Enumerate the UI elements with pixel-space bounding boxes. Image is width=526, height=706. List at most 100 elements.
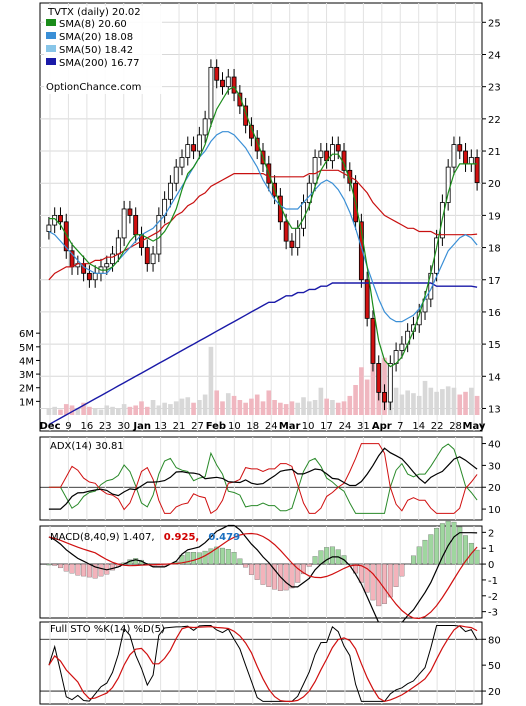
plus-di-line xyxy=(48,443,478,514)
date-tick-label: 21 xyxy=(173,421,186,432)
volume-bar xyxy=(116,408,121,415)
volume-tick-label: 6M xyxy=(19,329,34,340)
volume-bar xyxy=(359,367,364,415)
candle-body xyxy=(335,144,341,152)
macd-histogram-bar xyxy=(69,563,75,574)
macd-histogram-bar xyxy=(463,535,468,565)
volume-bar xyxy=(451,387,457,415)
volume-bar xyxy=(75,408,81,415)
candle-body xyxy=(191,144,196,152)
volume-bar xyxy=(347,395,353,415)
candle-body xyxy=(382,391,387,403)
volume-bar xyxy=(469,387,474,415)
candle-body xyxy=(46,224,52,232)
macd-histogram-bar xyxy=(214,546,220,565)
macd-histogram-bar xyxy=(179,555,185,565)
volume-tick-label: 3M xyxy=(19,370,34,381)
volume-bar xyxy=(422,380,428,415)
osc-tick-label: 10 xyxy=(488,505,501,516)
date-tick-label: Mar xyxy=(279,421,301,432)
volume-bar xyxy=(144,406,150,415)
osc-tick-label: -3 xyxy=(488,608,498,619)
volume-bar xyxy=(272,400,277,415)
macd-histogram-bar xyxy=(185,552,191,565)
volume-bar xyxy=(150,400,156,415)
candle-body xyxy=(150,253,156,265)
macd-histogram-bar xyxy=(393,563,399,587)
volume-bar xyxy=(58,409,63,415)
volume-bar xyxy=(179,398,185,415)
volume-bar xyxy=(341,401,347,415)
macd-histogram-bar xyxy=(86,563,92,578)
candle-body xyxy=(156,214,162,255)
macd-histogram-bar xyxy=(272,563,278,590)
volume-bar xyxy=(220,401,225,415)
macd-lines xyxy=(48,524,478,631)
volume-bar xyxy=(260,401,266,415)
volume-bar xyxy=(416,395,422,415)
macd-histogram-bar xyxy=(231,552,237,565)
macd-histogram-bar xyxy=(110,563,116,571)
volume-bar xyxy=(411,393,416,415)
candle-body xyxy=(370,317,376,364)
date-tick-label: 24 xyxy=(339,421,352,432)
volume-bar xyxy=(295,402,301,415)
candle-body xyxy=(225,76,231,88)
sto-d-line xyxy=(48,624,478,703)
macd-histogram-bar xyxy=(306,563,312,567)
macd-histogram-bar xyxy=(289,563,295,589)
volume-bar xyxy=(283,404,289,415)
candle-body xyxy=(63,221,69,252)
minus-di-line xyxy=(48,443,478,515)
candle-body xyxy=(376,363,382,393)
candle-body xyxy=(144,247,150,265)
volume-bar xyxy=(312,400,318,415)
candle-body xyxy=(173,166,179,184)
macd-histogram-bar xyxy=(191,552,197,565)
adx-line xyxy=(48,447,478,510)
volume-bar xyxy=(301,397,306,415)
macd-histogram-bar xyxy=(237,558,243,565)
volume-bar xyxy=(434,391,439,415)
candle-body xyxy=(104,263,110,268)
volume-bar xyxy=(318,387,324,415)
sto-panel: 20 50 80 Full STO %K(14) %D(5) xyxy=(39,621,501,705)
macd-value-red: 0.925, xyxy=(164,532,199,543)
volume-bar xyxy=(463,391,468,415)
candle-body xyxy=(283,221,289,242)
candle-body xyxy=(86,272,92,281)
volume-bar xyxy=(191,402,196,415)
date-tick-label: 14 xyxy=(412,421,425,432)
macd-histogram-bar xyxy=(410,555,416,565)
macd-histogram-bar xyxy=(92,563,98,579)
price-tick-label: 25 xyxy=(488,18,501,29)
date-tick-label: 13 xyxy=(154,421,167,432)
macd-histogram-bar xyxy=(75,563,81,576)
macd-histogram-bar xyxy=(52,563,58,566)
volume-bar xyxy=(278,402,283,415)
date-tick-label: 17 xyxy=(320,421,333,432)
osc-tick-label: 50 xyxy=(488,661,501,672)
legend-label: SMA(20) 18.08 xyxy=(59,32,133,43)
volume-bar xyxy=(237,400,243,415)
date-tick-label: 10 xyxy=(302,421,315,432)
legend-label: SMA(200) 16.77 xyxy=(59,58,140,69)
price-tick-label: 15 xyxy=(488,340,501,351)
price-lines xyxy=(48,85,478,426)
price-tick-label: 24 xyxy=(488,50,501,61)
candle-body xyxy=(214,66,220,81)
volume-bar xyxy=(127,406,133,415)
date-tick-label: 18 xyxy=(246,421,259,432)
date-tick-label: Dec xyxy=(39,421,60,432)
osc-tick-label: -1 xyxy=(488,576,498,587)
svg-text:MACD(8,40,9) 1.407, 0.92: MACD(8,40,9) 1.407, 0.925, 0.479 xyxy=(50,532,240,543)
macd-histogram-bar xyxy=(243,563,249,568)
sma50-line xyxy=(48,169,478,281)
macd-histogram-bar xyxy=(225,549,231,565)
volume-bar xyxy=(202,394,208,415)
candle-body xyxy=(451,144,457,168)
volume-tick-label: 2M xyxy=(19,384,34,395)
candle-body xyxy=(474,157,480,183)
sto-label: Full STO %K(14) %D(5) xyxy=(50,624,165,635)
macd-histogram-bar xyxy=(46,563,52,566)
